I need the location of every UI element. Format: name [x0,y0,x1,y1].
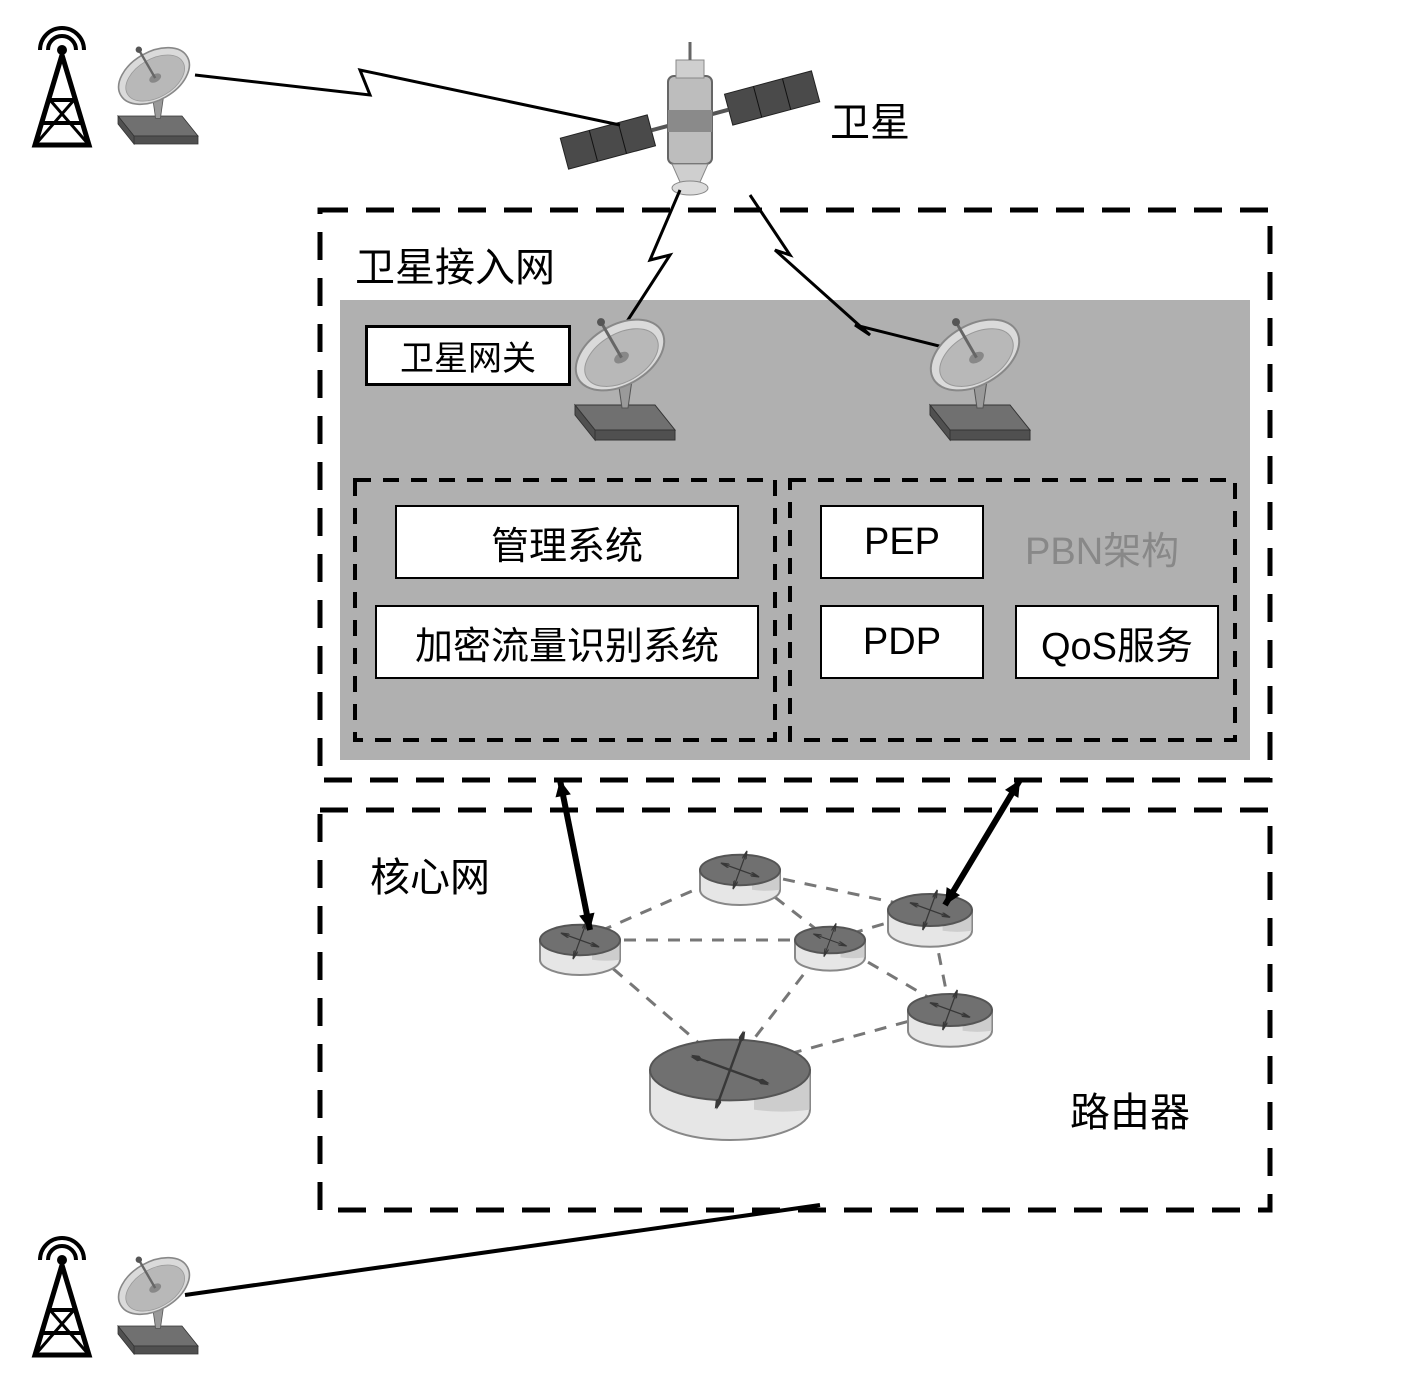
router-icon [888,890,972,947]
core-network-label: 核心网 [370,845,490,903]
satellite-dish-icon [104,1238,199,1354]
ground-link-line [185,1205,820,1295]
router-icon [650,1032,810,1140]
router-icon [700,851,780,905]
qos-box: QoS服务 [1015,605,1219,679]
tower-icon [35,1238,89,1355]
double-arrow [556,780,595,930]
pep-box: PEP [820,505,984,579]
pbn-arch-label: PBN架构 [1025,520,1179,575]
gateway-label-box: 卫星网关 [365,325,571,386]
router-icon [908,990,992,1047]
mgmt-system-box: 管理系统 [395,505,739,579]
double-arrow [945,780,1020,905]
router-label: 路由器 [1070,1080,1190,1138]
router-icon [795,923,865,971]
router-icon [540,921,620,975]
satellite-label: 卫星 [830,90,910,148]
encrypted-traffic-box: 加密流量识别系统 [375,605,759,679]
signal-bolt [195,70,620,125]
pdp-box: PDP [820,605,984,679]
access-network-label: 卫星接入网 [355,235,555,293]
tower-icon [35,28,89,145]
satellite-icon [560,42,819,195]
satellite-dish-icon [104,28,199,144]
